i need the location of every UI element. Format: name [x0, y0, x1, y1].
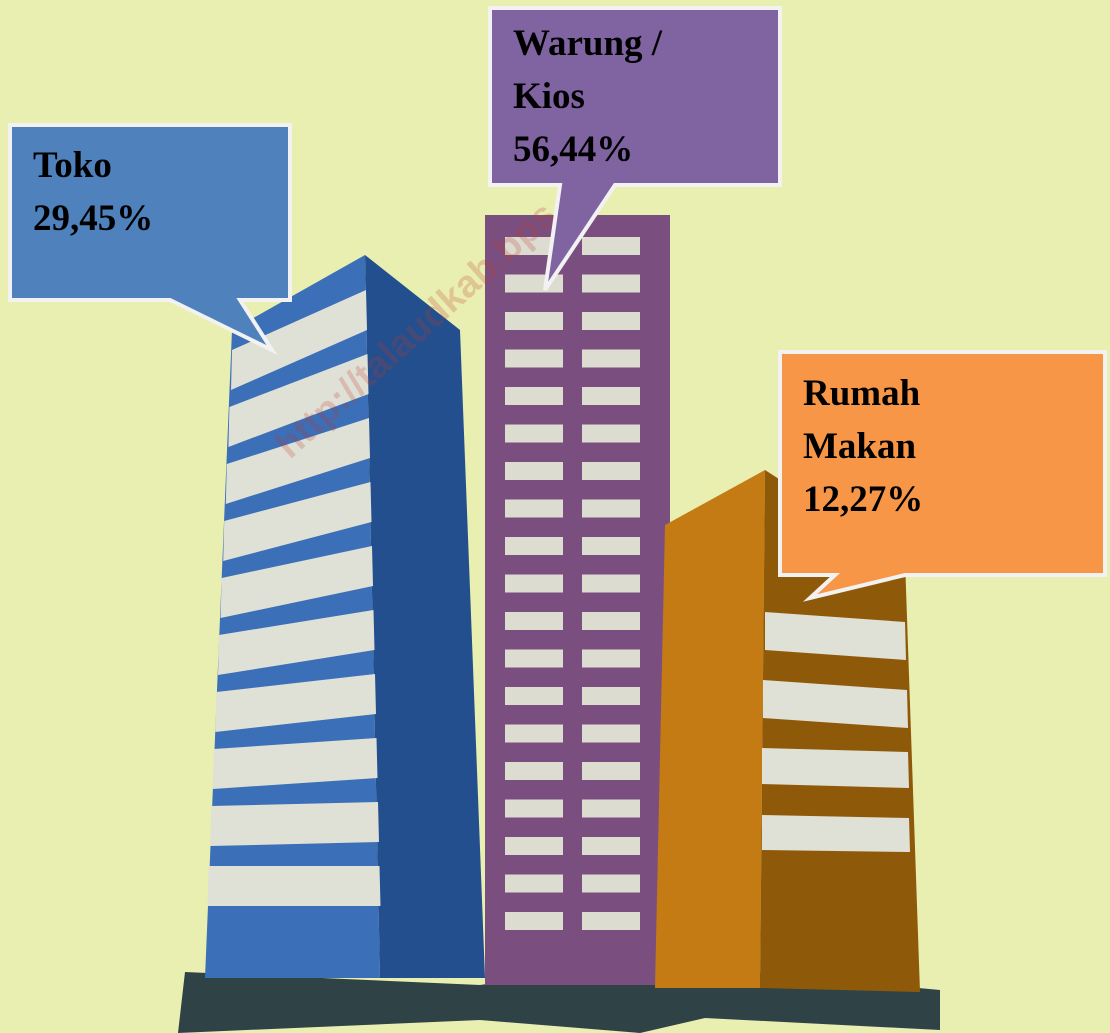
window — [582, 275, 640, 293]
callout-value: 56,44% — [513, 129, 633, 170]
window — [505, 650, 563, 668]
callout-label: Rumah — [803, 373, 921, 414]
window — [505, 350, 563, 368]
callout-label: Toko — [33, 145, 112, 186]
window — [505, 500, 563, 518]
callout-value: 12,27% — [803, 479, 923, 520]
window — [210, 802, 379, 846]
window — [582, 350, 640, 368]
window — [582, 500, 640, 518]
window — [505, 387, 563, 405]
callout-value: 29,45% — [33, 198, 153, 239]
window — [505, 612, 563, 630]
callout-rumah-makan: Rumah Makan 12,27% — [780, 352, 1105, 598]
window — [582, 725, 640, 743]
window — [582, 800, 640, 818]
window — [582, 237, 640, 255]
window — [582, 575, 640, 593]
window — [505, 800, 563, 818]
window — [582, 687, 640, 705]
window — [582, 875, 640, 893]
window — [505, 875, 563, 893]
window — [582, 762, 640, 780]
window — [582, 312, 640, 330]
window — [208, 866, 381, 906]
window — [582, 462, 640, 480]
callout-label: Kios — [513, 76, 585, 117]
window — [582, 537, 640, 555]
window — [582, 387, 640, 405]
infographic: http://talaudkab.bps.go.id Toko 29,45% W… — [0, 0, 1110, 1033]
window — [505, 687, 563, 705]
window — [505, 537, 563, 555]
window — [505, 725, 563, 743]
callout-label: Warung / — [513, 23, 663, 64]
window — [582, 837, 640, 855]
window — [582, 912, 640, 930]
window — [505, 425, 563, 443]
window — [505, 762, 563, 780]
blue-building — [205, 255, 485, 978]
window — [505, 312, 563, 330]
callout-label: Makan — [803, 426, 917, 467]
window — [505, 912, 563, 930]
purple-building — [485, 215, 670, 985]
window — [582, 425, 640, 443]
window — [505, 575, 563, 593]
window — [505, 837, 563, 855]
window — [505, 462, 563, 480]
window — [582, 650, 640, 668]
window — [582, 612, 640, 630]
